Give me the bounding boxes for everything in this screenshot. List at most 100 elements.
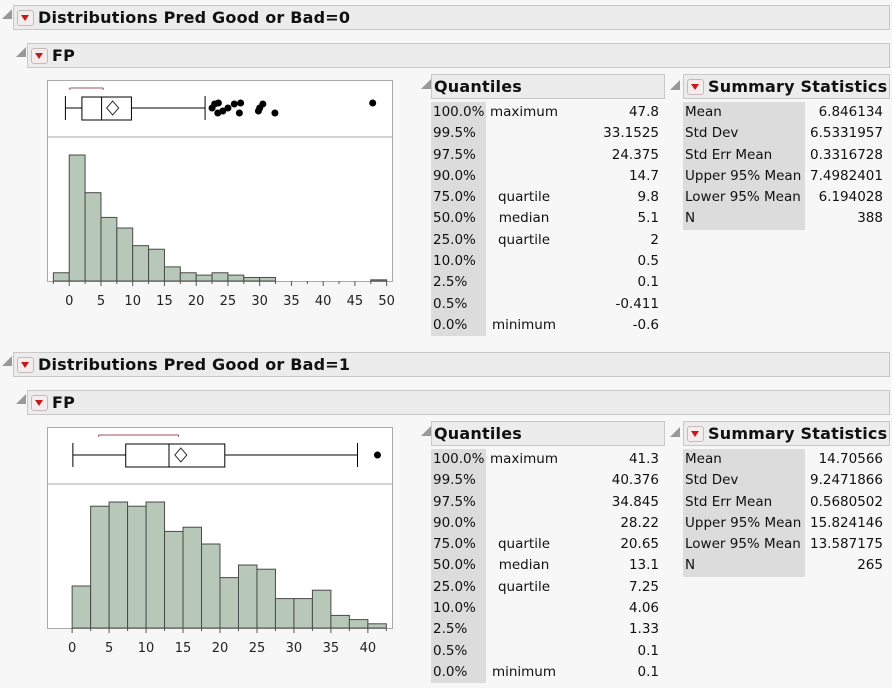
distribution-outline-header[interactable]: Distributions Pred Good or Bad=0: [13, 5, 890, 30]
summary-value: 15.824146: [809, 514, 883, 531]
histogram-bar[interactable]: [367, 623, 387, 629]
x-tick-label: 35: [323, 641, 340, 656]
summary-value: 6.5331957: [809, 125, 883, 142]
disclosure-triangle-icon[interactable]: [16, 394, 26, 404]
disclosure-triangle-icon[interactable]: [16, 47, 26, 57]
summary-statistics-header[interactable]: Summary Statistics: [683, 74, 890, 99]
histogram-bar[interactable]: [84, 192, 102, 282]
disclosure-triangle-icon[interactable]: [2, 9, 12, 19]
box-plot: [64, 87, 377, 121]
histogram-bar[interactable]: [227, 274, 245, 282]
histogram-bar[interactable]: [90, 505, 110, 629]
histogram-bar[interactable]: [52, 272, 70, 282]
histogram-bar[interactable]: [182, 526, 203, 629]
histogram-bar[interactable]: [370, 279, 388, 282]
histogram-bar[interactable]: [68, 154, 86, 282]
quantiles-header[interactable]: Quantiles: [431, 421, 665, 446]
outlier-point[interactable]: [369, 99, 377, 107]
quantile-value: 24.375: [611, 146, 659, 163]
summary-value: 9.2471866: [809, 472, 883, 489]
outlier-point[interactable]: [235, 109, 243, 117]
quantile-row: 99.5% 33.1525: [431, 123, 665, 145]
histogram-bar[interactable]: [293, 598, 313, 629]
red-triangle-menu-icon[interactable]: [17, 9, 34, 26]
outlier-point[interactable]: [373, 451, 381, 459]
quantile-value: 7.25: [628, 578, 659, 595]
outlier-point[interactable]: [219, 107, 227, 115]
histogram-bar[interactable]: [311, 589, 332, 629]
red-triangle-menu-icon[interactable]: [31, 47, 48, 64]
histogram-bar[interactable]: [71, 585, 92, 629]
histogram-bar[interactable]: [127, 505, 147, 629]
quantile-percent: 2.5%: [431, 272, 486, 294]
histogram-bar[interactable]: [201, 543, 221, 629]
distribution-plot: 0 5 10 15 20 25 30 35 40: [47, 427, 393, 656]
quantile-value: 28.22: [620, 514, 659, 531]
histogram-bar[interactable]: [179, 272, 197, 282]
quantile-percent: 97.5%: [431, 491, 486, 513]
outlier-point[interactable]: [224, 104, 232, 112]
disclosure-triangle-icon[interactable]: [670, 427, 680, 437]
outlier-point[interactable]: [271, 109, 279, 117]
quantile-value: 33.1525: [603, 125, 659, 142]
histogram-bar[interactable]: [237, 564, 258, 629]
red-triangle-menu-icon[interactable]: [31, 394, 48, 411]
quantile-row: 75.0% quartile 9.8: [431, 187, 665, 209]
summary-row: Lower 95% Mean 6.194028: [683, 187, 883, 209]
quantile-name: maximum: [489, 451, 559, 467]
histogram-bar[interactable]: [256, 568, 276, 629]
summary-statistics-header[interactable]: Summary Statistics: [683, 421, 890, 446]
histogram-bar[interactable]: [132, 245, 150, 282]
histogram-bar[interactable]: [211, 272, 229, 282]
x-tick-label: 25: [220, 294, 237, 309]
quantile-row: 25.0% quartile 7.25: [431, 576, 665, 599]
outlier-point[interactable]: [259, 100, 267, 108]
red-triangle-menu-icon[interactable]: [687, 78, 704, 95]
histogram-bar[interactable]: [243, 276, 261, 282]
outlier-point[interactable]: [230, 100, 238, 108]
histogram-bar[interactable]: [145, 501, 166, 629]
variable-outline-header[interactable]: FP: [27, 390, 890, 415]
red-triangle-menu-icon[interactable]: [687, 425, 704, 442]
outlier-point[interactable]: [214, 99, 222, 107]
histogram-bar[interactable]: [163, 266, 181, 282]
quantiles-title: Quantiles: [434, 77, 522, 96]
quantile-value: 4.06: [628, 600, 659, 617]
histogram: [52, 154, 388, 282]
summary-row: Upper 95% Mean 15.824146: [683, 512, 883, 535]
x-tick-label: 30: [286, 641, 303, 656]
disclosure-triangle-icon[interactable]: [421, 426, 431, 436]
histogram-bar[interactable]: [100, 216, 118, 282]
summary-value: 13.587175: [809, 536, 883, 553]
quantile-value: 40.376: [611, 472, 659, 489]
histogram-bar[interactable]: [274, 598, 295, 629]
disclosure-triangle-icon[interactable]: [2, 356, 12, 366]
histogram-bar[interactable]: [195, 274, 213, 282]
disclosure-triangle-icon[interactable]: [670, 80, 680, 90]
histogram-bar[interactable]: [108, 501, 129, 629]
quantile-name: median: [498, 210, 550, 227]
quantile-row: 90.0% 14.7: [431, 165, 665, 188]
histogram-bar[interactable]: [164, 530, 184, 629]
disclosure-triangle-icon[interactable]: [421, 79, 431, 89]
outlier-point[interactable]: [237, 99, 245, 107]
histogram-bar[interactable]: [116, 227, 134, 282]
quantile-percent: 50.0%: [431, 208, 486, 230]
histogram-bar[interactable]: [219, 577, 239, 629]
quantiles-table: 100.0% maximum 47.8 99.5% 33.1525 97.5% 24.375…: [431, 102, 665, 337]
quantile-value: -0.6: [632, 316, 659, 333]
distribution-outline-header[interactable]: Distributions Pred Good or Bad=1: [13, 352, 890, 377]
histogram-bar[interactable]: [348, 619, 369, 629]
quantile-percent: 10.0%: [431, 251, 486, 273]
summary-label: Mean: [683, 449, 805, 471]
histogram-bar[interactable]: [330, 614, 350, 629]
red-triangle-menu-icon[interactable]: [17, 356, 34, 373]
histogram-bar[interactable]: [259, 276, 277, 282]
quantiles-header[interactable]: Quantiles: [431, 74, 665, 99]
summary-value: 6.194028: [818, 189, 883, 206]
box-plot: [72, 434, 381, 468]
x-tick-label: 5: [97, 294, 105, 309]
histogram-bar[interactable]: [148, 248, 165, 282]
variable-outline-header[interactable]: FP: [27, 43, 890, 68]
x-tick-label: 25: [249, 641, 266, 656]
